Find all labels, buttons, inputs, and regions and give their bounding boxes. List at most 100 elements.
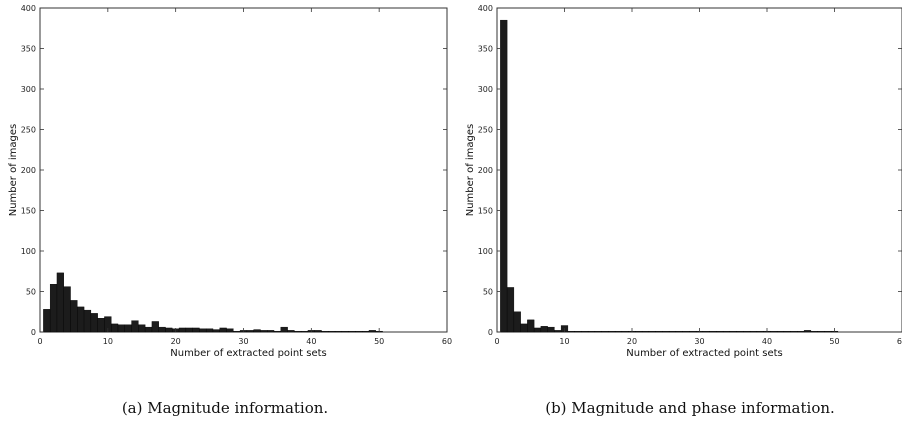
- histogram-bar: [77, 306, 85, 333]
- histogram-bar: [621, 330, 629, 333]
- plot-frame: [496, 7, 902, 333]
- y-tick-label: 100: [21, 247, 36, 256]
- histogram-bar: [280, 326, 288, 333]
- histogram-bar: [500, 19, 508, 333]
- x-tick-label: 30: [238, 337, 248, 346]
- histogram-bar: [668, 330, 677, 333]
- histogram-bar: [641, 330, 650, 333]
- histogram-bar: [803, 330, 812, 333]
- histogram-bar: [348, 330, 356, 333]
- y-tick-label: 150: [21, 207, 36, 216]
- histogram-bar: [506, 287, 515, 333]
- histogram-bar: [756, 330, 764, 333]
- histogram-bar: [520, 323, 528, 333]
- histogram-bar: [158, 326, 166, 333]
- histogram-bar: [716, 330, 724, 333]
- histogram-bar: [362, 330, 370, 333]
- histogram-bar: [368, 330, 376, 333]
- histogram-bar: [527, 319, 535, 333]
- histogram-bar: [56, 272, 64, 333]
- x-tick-label: 10: [103, 337, 113, 346]
- histogram-bar: [212, 329, 220, 333]
- histogram-bar: [267, 330, 275, 333]
- histogram-bar: [635, 330, 643, 333]
- histogram-bar: [729, 330, 737, 333]
- histogram-bar: [540, 326, 548, 333]
- x-tick-label: 40: [762, 337, 772, 346]
- y-tick-label: 50: [26, 288, 36, 297]
- histogram-bar: [83, 309, 92, 333]
- y-tick-label: 350: [21, 45, 36, 54]
- x-tick-label: 60: [442, 337, 452, 346]
- histogram-bar: [797, 330, 805, 333]
- histogram-bar: [192, 327, 200, 333]
- plot-frame: [39, 7, 448, 333]
- histogram-bar: [314, 330, 322, 333]
- histogram-bar: [702, 330, 710, 333]
- y-tick-label: 400: [478, 4, 493, 13]
- histogram-bar: [144, 326, 153, 333]
- histogram-bar: [554, 330, 562, 333]
- x-axis-label: Number of extracted point sets: [170, 348, 327, 359]
- y-tick-label: 400: [21, 4, 36, 13]
- y-tick-label: 150: [478, 207, 493, 216]
- x-tick-label: 50: [829, 337, 839, 346]
- histogram-bar: [49, 284, 58, 333]
- histogram-bar: [131, 320, 139, 333]
- histogram-bar: [117, 324, 125, 333]
- x-tick-label: 50: [374, 337, 384, 346]
- histogram-bar: [810, 330, 818, 333]
- y-tick-label: 300: [478, 85, 493, 94]
- histogram-bar: [124, 324, 132, 333]
- histogram-bar: [328, 330, 336, 333]
- histogram-bar: [287, 330, 295, 333]
- histogram-bar: [648, 330, 656, 333]
- histogram-bar: [655, 330, 663, 333]
- histogram-bar: [334, 330, 343, 333]
- y-tick-label: 300: [21, 85, 36, 94]
- figure-caption: (a) Magnitude information.: [122, 399, 328, 417]
- histogram-bar: [594, 330, 602, 333]
- histogram-bar: [722, 330, 731, 333]
- histogram-bar: [533, 327, 542, 333]
- histogram-bar: [138, 324, 146, 333]
- histogram-bar: [341, 330, 349, 333]
- histogram-bar: [790, 330, 798, 333]
- histogram-bar: [199, 328, 207, 333]
- histogram-bar: [185, 327, 193, 333]
- histogram-bar: [547, 326, 555, 333]
- histogram-bar: [824, 330, 832, 333]
- histogram-bar: [260, 330, 268, 333]
- histogram-bar: [273, 330, 282, 333]
- x-axis-label: Number of extracted point sets: [626, 348, 783, 359]
- histogram-bar: [97, 318, 105, 333]
- x-tick-label: 30: [694, 337, 704, 346]
- histogram-bar: [662, 330, 670, 333]
- histogram-bar: [675, 330, 683, 333]
- histogram-bar: [581, 330, 589, 333]
- y-tick-label: 200: [478, 166, 493, 175]
- histogram-bar: [205, 328, 214, 333]
- histogram-bar: [321, 330, 329, 333]
- histogram-bar: [587, 330, 596, 333]
- histogram-bar: [709, 330, 717, 333]
- histogram-bar: [574, 330, 582, 333]
- x-tick-label: 0: [494, 337, 499, 346]
- histogram-bar: [178, 327, 187, 333]
- y-axis-label: Number of images: [465, 124, 476, 217]
- histogram-bar: [253, 329, 261, 333]
- y-axis-label: Number of images: [8, 124, 19, 217]
- y-tick-label: 250: [478, 126, 493, 135]
- histogram-bar: [70, 300, 78, 333]
- y-tick-label: 350: [478, 45, 493, 54]
- histogram-bar: [63, 286, 71, 333]
- histogram-bar: [513, 311, 521, 333]
- histogram-bar: [90, 313, 98, 333]
- histogram-panel-b: 0 50 100 150 200 250 300 350 400 0 10 20 30 40 50 60 Num…: [465, 4, 902, 417]
- x-tick-label: 10: [559, 337, 569, 346]
- histogram-bar: [300, 330, 309, 333]
- y-tick-label: 0: [488, 328, 493, 337]
- histogram-bar: [246, 330, 254, 333]
- histogram-bar: [689, 330, 697, 333]
